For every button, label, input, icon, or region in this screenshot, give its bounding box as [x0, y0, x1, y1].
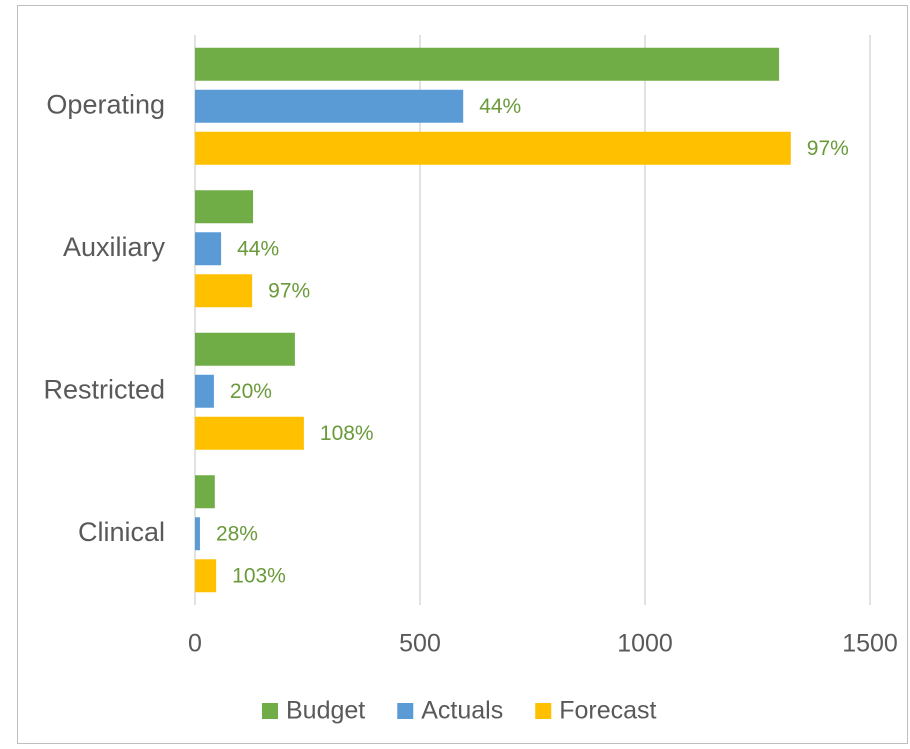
legend-label: Forecast: [559, 697, 656, 725]
bar: [195, 559, 217, 593]
bar: [195, 232, 222, 266]
legend-swatch: [535, 703, 552, 719]
bar: [195, 475, 215, 509]
category-label: Restricted: [43, 374, 165, 404]
category-label: Clinical: [78, 517, 165, 547]
data-label: 97%: [268, 279, 310, 302]
bar: [195, 517, 200, 551]
legend-label: Budget: [286, 697, 365, 725]
bar: [195, 89, 464, 123]
data-label: 108%: [320, 422, 374, 445]
legend-swatch: [262, 703, 278, 719]
x-tick-label: 1500: [842, 630, 898, 658]
legend-swatch: [397, 703, 414, 719]
data-label: 103%: [232, 564, 286, 587]
category-label: Auxiliary: [63, 232, 166, 262]
bar: [195, 190, 254, 224]
bar: [195, 332, 295, 366]
bar: [195, 274, 253, 308]
bar: [195, 374, 214, 408]
data-label: 20%: [230, 380, 272, 403]
bar: [195, 47, 780, 81]
data-label: 28%: [216, 522, 258, 545]
bar: [195, 416, 304, 450]
data-label: 44%: [479, 95, 521, 118]
x-tick-label: 1000: [617, 630, 673, 658]
bar: [195, 131, 791, 165]
legend-label: Actuals: [421, 697, 503, 725]
x-tick-label: 500: [399, 630, 441, 658]
chart-frame: [17, 5, 908, 744]
data-label: 44%: [237, 237, 279, 260]
x-tick-label: 0: [188, 630, 202, 658]
category-label: Operating: [46, 89, 165, 119]
data-label: 97%: [807, 137, 849, 160]
